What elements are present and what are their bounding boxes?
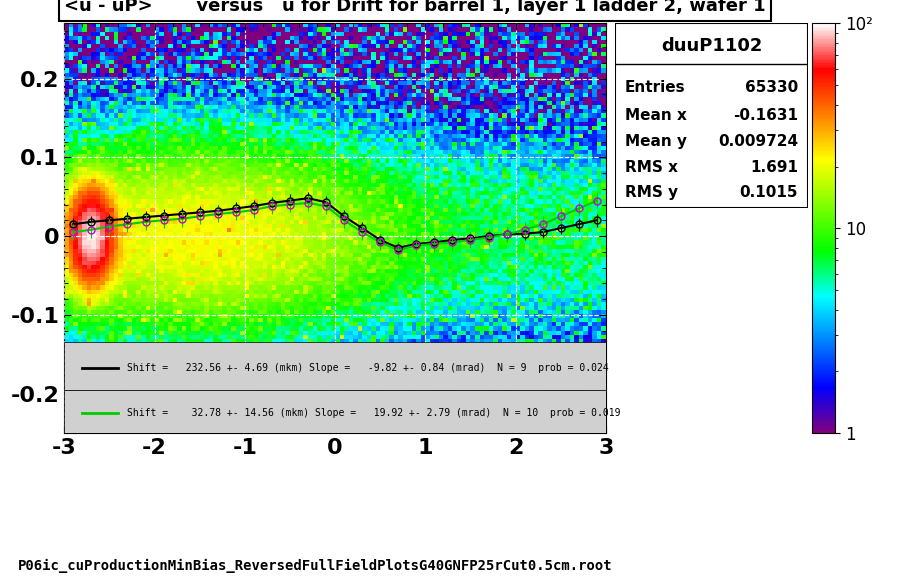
Text: Entries: Entries — [624, 80, 686, 95]
Text: RMS y: RMS y — [624, 185, 677, 201]
Bar — [64, 342, 606, 390]
Text: 0.1015: 0.1015 — [740, 185, 798, 201]
Bar — [64, 390, 606, 437]
Text: P06ic_cuProductionMinBias_ReversedFullFieldPlotsG40GNFP25rCut0.5cm.root: P06ic_cuProductionMinBias_ReversedFullFi… — [18, 559, 613, 573]
Text: Shift =    32.78 +- 14.56 (mkm) Slope =   19.92 +- 2.79 (mrad)  N = 10  prob = 0: Shift = 32.78 +- 14.56 (mkm) Slope = 19.… — [128, 408, 621, 418]
Text: Shift =   232.56 +- 4.69 (mkm) Slope =   -9.82 +- 0.84 (mrad)  N = 9  prob = 0.0: Shift = 232.56 +- 4.69 (mkm) Slope = -9.… — [128, 363, 610, 373]
Text: <u - uP>       versus   u for Drift for barrel 1, layer 1 ladder 2, wafer 1: <u - uP> versus u for Drift for barrel 1… — [64, 0, 766, 15]
Text: Mean y: Mean y — [624, 134, 687, 149]
Text: RMS x: RMS x — [624, 160, 677, 175]
Text: 0.009724: 0.009724 — [718, 134, 798, 149]
Text: 1.691: 1.691 — [750, 160, 798, 175]
Text: -0.1631: -0.1631 — [733, 108, 798, 123]
Text: duuP1102: duuP1102 — [661, 36, 762, 54]
Text: Mean x: Mean x — [624, 108, 687, 123]
Text: 65330: 65330 — [744, 80, 798, 95]
